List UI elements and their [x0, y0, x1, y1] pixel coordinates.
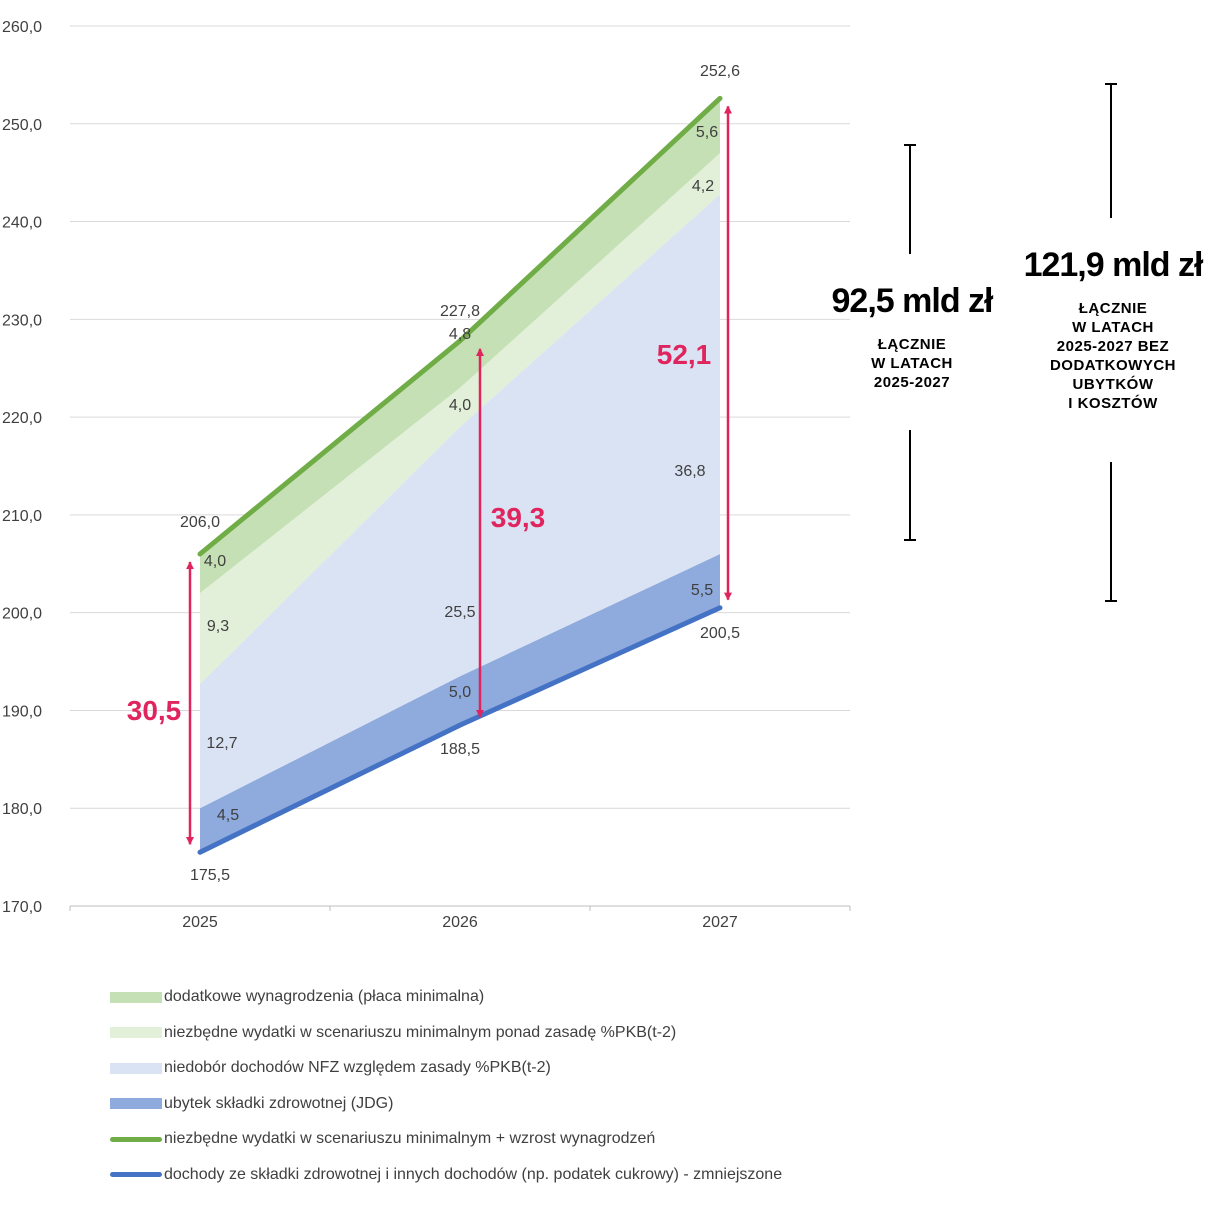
legend-swatch — [110, 1027, 162, 1038]
stack-data-label: 12,7 — [206, 735, 237, 752]
axes: 170,0 180,0 190,0 200,0 210,0 220,0 230,0 240,0… — [2, 19, 851, 931]
area-niedobór — [200, 194, 720, 809]
stack-data-label: 5,0 — [449, 684, 471, 701]
y-tick-label: 190,0 — [2, 703, 42, 720]
line-data-label: 188,5 — [440, 741, 480, 758]
line-data-label: 252,6 — [700, 63, 740, 80]
area-niezbędne — [200, 153, 720, 685]
x-tick-label: 2027 — [702, 914, 738, 931]
total-value: 121,9 mld zł — [1023, 246, 1204, 284]
stack-data-label: 5,6 — [696, 124, 718, 141]
legend-label: dochody ze składki zdrowotnej i innych d… — [164, 1165, 783, 1183]
stack-data-label: 4,0 — [449, 397, 471, 414]
series-lines — [197, 95, 723, 855]
stack-data-label: 4,5 — [217, 807, 239, 824]
line-data-label: 227,8 — [440, 303, 480, 320]
area-ubytek — [200, 554, 720, 853]
total-caption: ŁĄCZNIE W LATACH 2025-2027 BEZ DODATKOWY… — [1049, 300, 1177, 412]
series-line — [197, 605, 723, 855]
legend-label: niezbędne wydatki w scenariuszu minimaln… — [164, 1130, 656, 1147]
legend-label: niedobór dochodów NFZ względem zasady %P… — [164, 1059, 551, 1076]
total-block-min: 92,5 mld zł ŁĄCZNIE W LATACH 2025-2027 — [812, 282, 1012, 392]
line-data-label: 175,5 — [190, 867, 230, 884]
y-tick-label: 180,0 — [2, 801, 42, 818]
total-caption: ŁĄCZNIE W LATACH 2025-2027 — [871, 336, 953, 391]
stack-data-label: 36,8 — [674, 463, 705, 480]
total-block-full: 121,9 mld zł ŁĄCZNIE W LATACH 2025-2027 … — [1008, 246, 1209, 413]
y-tick-label: 260,0 — [2, 19, 42, 36]
total-value: 92,5 mld zł — [831, 282, 994, 320]
legend-item: niezbędne wydatki w scenariuszu minimaln… — [110, 1127, 782, 1151]
area-chart: 175,5188,5200,5206,0227,8252,64,55,05,51… — [2, 19, 1117, 931]
y-tick-label: 220,0 — [2, 410, 42, 427]
legend-item: ubytek składki zdrowotnej (JDG) — [110, 1092, 782, 1116]
legend-item: dochody ze składki zdrowotnej i innych d… — [110, 1163, 782, 1187]
gap-value-label: 39,3 — [491, 502, 546, 533]
legend-item: niedobór dochodów NFZ względem zasady %P… — [110, 1056, 782, 1080]
gap-value-label: 52,1 — [657, 339, 712, 370]
x-tick-label: 2025 — [182, 914, 218, 931]
y-tick-label: 230,0 — [2, 312, 42, 329]
y-tick-label: 240,0 — [2, 215, 42, 232]
line-data-label: 206,0 — [180, 514, 220, 531]
legend-label: ubytek składki zdrowotnej (JDG) — [164, 1094, 394, 1112]
total-brackets — [904, 83, 1117, 602]
legend-item: niezbędne wydatki w scenariuszu minimaln… — [110, 1021, 782, 1045]
legend-swatch — [110, 1062, 162, 1074]
series-line — [197, 95, 723, 557]
y-tick-label: 210,0 — [2, 508, 42, 525]
y-tick-label: 250,0 — [2, 117, 42, 134]
y-tick-label: 200,0 — [2, 606, 42, 623]
legend-label: niezbędne wydatki w scenariuszu minimaln… — [164, 1023, 677, 1041]
stack-data-label: 4,2 — [692, 178, 714, 195]
legend-swatch — [110, 991, 162, 1003]
stack-data-label: 4,0 — [204, 553, 226, 570]
line-data-label: 200,5 — [700, 625, 740, 642]
legend-swatch — [110, 1172, 162, 1177]
gap-arrows — [185, 105, 733, 846]
y-tick-label: 170,0 — [2, 899, 42, 916]
legend-label: dodatkowe wynagrodzenia (płaca minimalna… — [164, 988, 485, 1005]
x-tick-label: 2026 — [442, 914, 478, 931]
stack-data-label: 25,5 — [444, 604, 475, 621]
stack-data-label: 4,8 — [449, 326, 471, 343]
legend-swatch — [110, 1098, 162, 1109]
data-labels: 175,5 188,5 200,5 206,0 227,8 252,6 4,5 5,0 5,5 1… — [127, 63, 740, 884]
legend-swatch — [110, 1136, 162, 1142]
legend-item: dodatkowe wynagrodzenia (płaca minimalna… — [110, 985, 782, 1009]
stacked-areas — [200, 98, 720, 853]
gap-value-label: 30,5 — [127, 695, 182, 726]
legend: dodatkowe wynagrodzenia (płaca minimalna… — [110, 985, 782, 1198]
stack-data-label: 5,5 — [691, 582, 713, 599]
stack-data-label: 9,3 — [207, 618, 229, 635]
